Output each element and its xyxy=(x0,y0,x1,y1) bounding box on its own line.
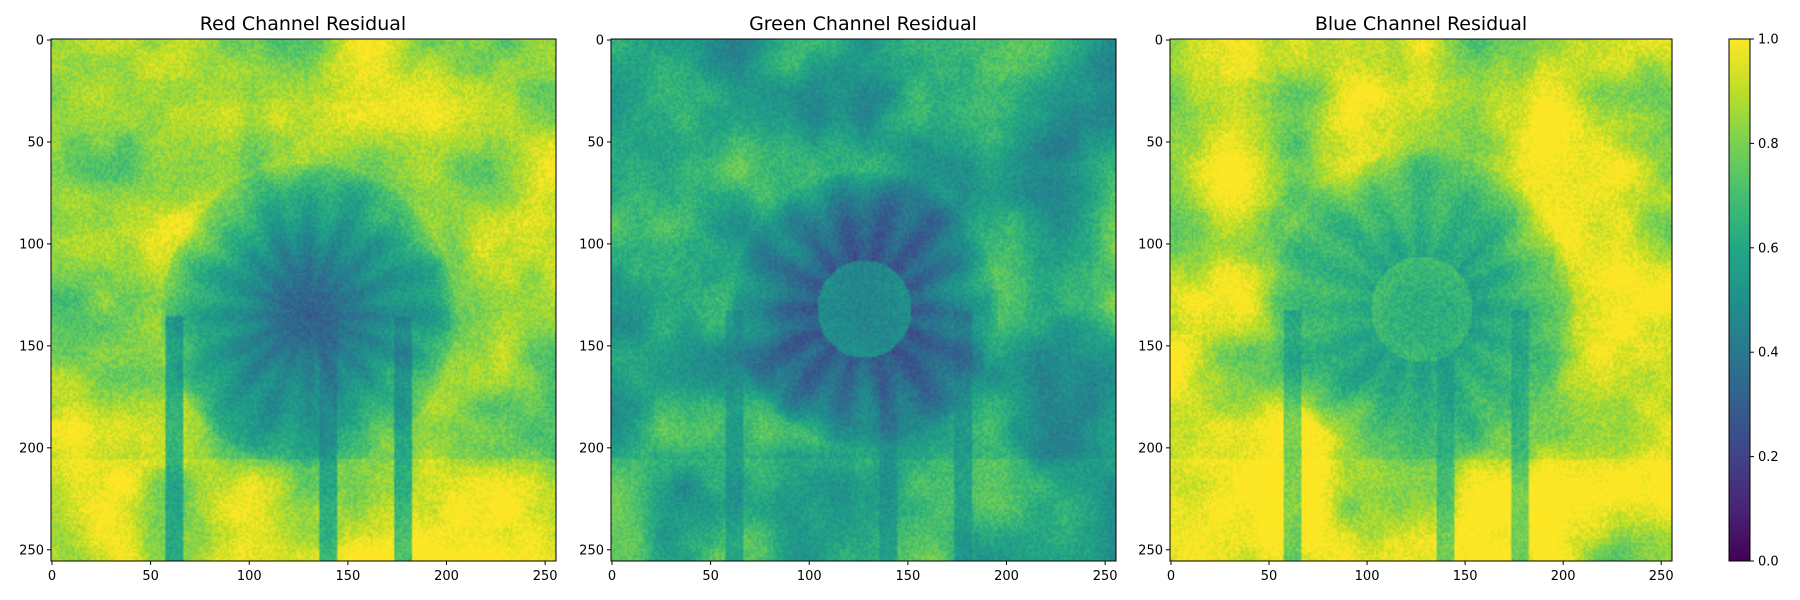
x-tick-label: 50 xyxy=(142,569,159,584)
y-tick-label: 250 xyxy=(579,543,604,558)
axes-frame xyxy=(1169,38,1673,562)
colorbar-frame xyxy=(1728,38,1751,562)
colorbar-tick-label: 0.6 xyxy=(1758,241,1779,256)
colorbar-tick-label: 0.2 xyxy=(1758,450,1779,465)
y-tick-label: 0 xyxy=(36,34,44,49)
y-tick-label: 0 xyxy=(596,34,604,49)
y-tick-label: 50 xyxy=(1146,135,1163,150)
x-tick-label: 100 xyxy=(237,569,262,584)
x-tick-label: 0 xyxy=(608,569,616,584)
x-tick-label: 250 xyxy=(533,569,558,584)
y-tick-label: 100 xyxy=(19,237,44,252)
y-tick-label: 100 xyxy=(1138,237,1163,252)
x-tick-label: 100 xyxy=(1355,569,1380,584)
y-tick-label: 200 xyxy=(1138,441,1163,456)
y-tick-label: 250 xyxy=(19,543,44,558)
x-tick-label: 50 xyxy=(702,569,719,584)
panel-title: Green Channel Residual xyxy=(749,13,977,35)
axes-frame xyxy=(610,38,1117,562)
axis-ticks: 0 50 100 150 200 250 0 50 100 150 200 250 xyxy=(579,34,1117,584)
x-tick-label: 200 xyxy=(994,569,1019,584)
panel-blue: Blue Channel Residual 0 50 100 150 200 250 0 50… xyxy=(1138,13,1673,584)
axis-ticks: 0 50 100 150 200 250 0 50 100 150 200 250 xyxy=(1138,34,1673,584)
x-tick-label: 0 xyxy=(48,569,56,584)
x-tick-label: 200 xyxy=(1551,569,1576,584)
colorbar-tick-label: 1.0 xyxy=(1758,33,1779,48)
y-tick-label: 150 xyxy=(579,339,604,354)
x-tick-label: 200 xyxy=(434,569,459,584)
panel-title: Red Channel Residual xyxy=(200,13,406,35)
colorbar-tick-label: 0.8 xyxy=(1758,137,1779,152)
y-tick-label: 250 xyxy=(1138,543,1163,558)
panel-red: Red Channel Residual 0 50 100 150 200 250 0 50 1… xyxy=(19,13,557,584)
y-tick-label: 50 xyxy=(587,135,604,150)
axes-frame xyxy=(50,38,557,562)
x-tick-label: 250 xyxy=(1093,569,1118,584)
y-tick-label: 0 xyxy=(1155,34,1163,49)
colorbar-tick-label: 0.0 xyxy=(1758,555,1779,570)
colorbar-tick-label: 0.4 xyxy=(1758,346,1779,361)
axis-ticks: 0 50 100 150 200 250 0 50 100 150 200 250 xyxy=(19,34,557,584)
colorbar: 0.0 0.2 0.4 0.6 0.8 1.0 xyxy=(1728,33,1779,570)
y-tick-label: 150 xyxy=(1138,339,1163,354)
y-tick-label: 200 xyxy=(579,441,604,456)
panel-title: Blue Channel Residual xyxy=(1315,13,1527,35)
x-tick-label: 150 xyxy=(1453,569,1478,584)
y-tick-label: 200 xyxy=(19,441,44,456)
heatmap-image xyxy=(51,39,556,561)
heatmap-image xyxy=(611,39,1116,561)
colorbar-ticks: 0.0 0.2 0.4 0.6 0.8 1.0 xyxy=(1750,33,1779,570)
heatmap-image xyxy=(1170,39,1672,561)
x-tick-label: 250 xyxy=(1649,569,1674,584)
y-tick-label: 150 xyxy=(19,339,44,354)
x-tick-label: 50 xyxy=(1261,569,1278,584)
x-tick-label: 100 xyxy=(797,569,822,584)
x-tick-label: 150 xyxy=(335,569,360,584)
y-tick-label: 100 xyxy=(579,237,604,252)
x-tick-label: 0 xyxy=(1167,569,1175,584)
y-tick-label: 50 xyxy=(27,135,44,150)
panel-green: Green Channel Residual 0 50 100 150 200 250 0 5… xyxy=(579,13,1117,584)
x-tick-label: 150 xyxy=(895,569,920,584)
colorbar-gradient xyxy=(1729,39,1750,561)
